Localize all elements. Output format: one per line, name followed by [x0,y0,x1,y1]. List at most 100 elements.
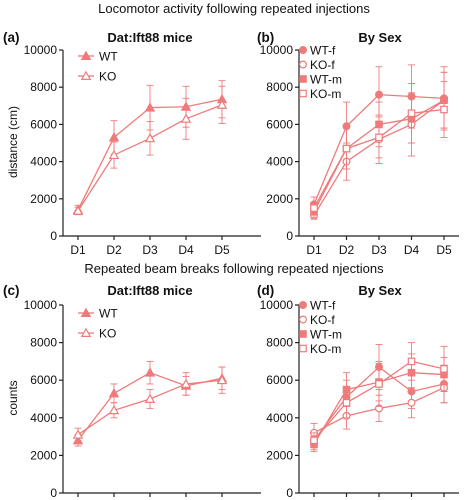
y-tick-label: 4000 [30,155,57,169]
legend-label: KO [99,327,116,341]
panel-letter: (d) [257,283,274,298]
data-point [375,90,384,99]
data-point [216,99,228,109]
data-point [144,102,156,112]
legend-label: KO-f [310,58,335,72]
data-point [108,131,120,142]
y-tick-label: 10000 [24,43,58,57]
legend: WT-fKO-fWT-mKO-m [299,44,342,101]
data-point [180,113,192,123]
y-axis-label: counts [6,380,20,415]
y-tick-label: 6000 [266,373,293,387]
y-tick-label: 2000 [266,448,293,462]
top-title: Locomotor activity following repeated in… [98,1,370,16]
data-point [310,204,318,212]
y-tick-label: 2000 [266,192,293,206]
y-tick-label: 6000 [30,373,57,387]
legend-label: KO [99,70,116,84]
legend: WT-fKO-fWT-mKO-m [299,299,342,356]
chart-title: By Sex [358,283,402,298]
chart-panel-a: (a) Dat:Ift88 mice 0 2000 4000 6000 8000 10000 D… [3,30,261,257]
data-point [440,105,448,114]
y-tick-label: 10000 [24,298,58,312]
y-tick-label: 4000 [266,411,293,425]
x-tick-label: D5 [436,243,452,257]
x-tick-label: D2 [339,243,355,257]
data-point [407,357,416,366]
x-tick-label: D5 [214,243,230,257]
legend-marker [299,315,308,324]
legend-label: WT-m [310,73,342,87]
legend-label: WT [99,307,118,321]
legend-label: KO-m [310,342,341,356]
panel-letter: (c) [3,283,20,298]
y-tick-label: 10000 [260,298,294,312]
y-tick-label: 8000 [30,80,57,94]
legend-marker [80,327,92,337]
series-ko [72,366,228,442]
legend-marker [299,330,307,338]
x-tick-label: D2 [106,243,122,257]
legend-marker [299,75,307,83]
legend-label: WT-f [310,299,336,313]
legend-marker [80,50,92,60]
chart-title: Dat:Ift88 mice [107,30,192,45]
y-tick-label: 4000 [30,411,57,425]
y-tick-label: 10000 [260,43,294,57]
data-point [216,374,228,385]
y-tick-label: 6000 [266,117,293,131]
series-ko-m [310,342,448,449]
y-axis-label: distance (cm) [6,106,20,178]
series-ko-m [310,81,448,215]
legend-marker [299,45,308,54]
data-point [440,365,448,373]
data-point [108,387,120,398]
x-tick-label: D1 [306,243,322,257]
y-tick-label: 2000 [30,448,57,462]
x-tick-label: D4 [178,243,194,257]
data-point [407,398,416,407]
legend-marker [299,344,307,353]
legend: WT KO [78,307,118,341]
legend-marker [299,301,308,310]
chart-panel-d: (d)By Sex0200040006000800010000D1D2D3D4D… [257,283,459,500]
legend-label: WT [99,50,118,64]
x-tick-label: D4 [404,243,420,257]
y-tick-label: 0 [50,486,57,500]
data-point [375,380,383,388]
data-point [407,109,416,118]
legend-marker [299,60,308,69]
x-tick-label: D3 [142,243,158,257]
legend-label: WT-f [310,44,336,58]
x-tick-label: D3 [371,243,387,257]
y-tick-label: 0 [50,229,57,243]
data-point [310,436,318,445]
series-ko [72,85,228,216]
data-point [144,393,156,403]
legend: WT KO [78,50,118,84]
y-tick-label: 6000 [30,117,57,131]
data-point [72,429,84,439]
legend-marker [299,89,307,98]
data-point [144,132,156,143]
data-point [342,144,351,153]
y-tick-label: 0 [286,229,293,243]
data-point [108,149,120,160]
chart-panel-b: (b) By Sex 0 2000 4000 6000 8000 10000 D1 D2 D3 D4 D… [257,30,459,257]
y-tick-label: 2000 [30,192,57,206]
chart-title: Dat:Ift88 mice [107,283,192,298]
data-point [72,205,84,215]
data-point [108,404,120,415]
legend-marker [80,70,92,80]
legend-label: KO-m [310,87,341,101]
chart-title: By Sex [358,30,402,45]
x-tick-label: D1 [70,243,86,257]
data-point [342,398,351,407]
y-tick-label: 0 [286,486,293,500]
panel-letter: (a) [3,30,20,45]
panel-letter: (b) [257,30,274,45]
legend-label: WT-m [310,328,342,342]
y-tick-label: 8000 [266,336,293,350]
